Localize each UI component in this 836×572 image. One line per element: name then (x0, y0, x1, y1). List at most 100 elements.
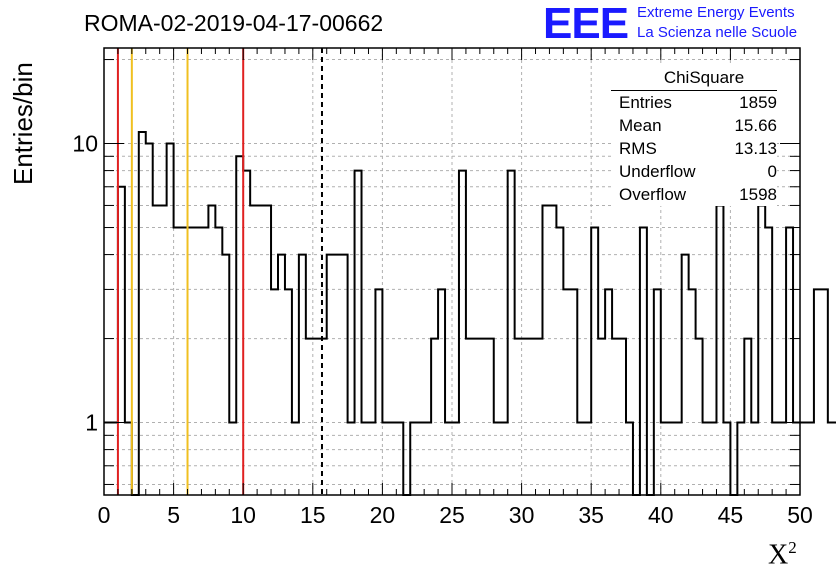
x-tick-label: 25 (439, 502, 465, 528)
histogram-bin (167, 144, 174, 495)
x-tick-label: 45 (718, 502, 744, 528)
histogram-bin (689, 289, 696, 495)
histogram-bin (598, 339, 605, 495)
x-tick-label: 0 (98, 502, 111, 528)
stats-row-overflow: Overflow 1598 (611, 183, 777, 206)
y-axis-label: Entries/bin (8, 62, 38, 185)
histogram-bin (758, 205, 765, 495)
logo-caption: Extreme Energy Events La Scienza nelle S… (637, 3, 797, 43)
stats-value: 13.13 (734, 139, 777, 158)
histogram-bin (250, 205, 257, 495)
histogram-bin (807, 423, 814, 495)
x-axis-label: X2 (768, 538, 797, 571)
histogram-bin (118, 187, 125, 495)
histogram-bin (278, 255, 285, 495)
histogram-bin (153, 205, 160, 495)
stats-label: Entries (619, 93, 672, 112)
histogram-bin (334, 255, 341, 495)
x-tick-label: 5 (167, 502, 180, 528)
histogram-bin (800, 423, 807, 495)
histogram-bin (341, 255, 348, 495)
stats-row-rms: RMS 13.13 (611, 137, 777, 160)
stats-row-mean: Mean 15.66 (611, 114, 777, 137)
y-axis-ticks: 1 10 (72, 59, 800, 485)
histogram-bin (765, 228, 772, 495)
histogram-bin (563, 289, 570, 495)
histogram-bin (605, 289, 612, 495)
x-tick-label: 15 (300, 502, 326, 528)
histogram-bin (744, 339, 751, 495)
stats-label: RMS (619, 139, 657, 158)
histogram-bin (828, 423, 835, 495)
stats-box: ChiSquare Entries 1859 Mean 15.66 RMS 13.13… (611, 66, 777, 206)
histogram-bin (640, 228, 647, 495)
histogram-line (104, 130, 836, 496)
x-tick-label: 50 (787, 502, 813, 528)
stats-row-entries: Entries 1859 (611, 91, 777, 114)
histogram-bin (619, 339, 626, 495)
x-tick-label: 40 (648, 502, 674, 528)
stats-label: Underflow (619, 162, 696, 181)
histogram-bin (570, 289, 577, 495)
histogram-bin (431, 339, 438, 495)
histogram-bin (222, 255, 229, 495)
x-tick-label: 10 (230, 502, 256, 528)
histogram-bin (257, 205, 264, 495)
histogram-bin (215, 228, 222, 495)
x-tick-label: 35 (578, 502, 604, 528)
histogram-bin (160, 205, 167, 495)
histogram-bin (536, 339, 543, 495)
histogram-bin (174, 228, 181, 495)
histogram-bin (549, 205, 556, 495)
histogram-bin (786, 228, 793, 495)
histogram-bin (327, 255, 334, 495)
reference-lines (116, 48, 323, 495)
logo-caption-line1: Extreme Energy Events (637, 4, 795, 21)
histogram-bin (487, 339, 494, 495)
histogram-bin (306, 339, 313, 495)
histogram-bin (271, 289, 278, 495)
histogram-bin (375, 289, 382, 495)
histogram-bin (201, 228, 208, 495)
histogram-bin (508, 171, 515, 495)
histogram-bin (264, 205, 271, 495)
histogram-bin (682, 255, 689, 495)
chart-title: ROMA-02-2019-04-17-00662 (84, 10, 384, 36)
eee-logo: EEE (543, 0, 629, 48)
histogram-bin (459, 171, 466, 495)
histogram-bin (529, 339, 536, 495)
histogram-bin (591, 228, 598, 495)
histogram-bin (181, 228, 188, 495)
x-axis-label-sup: 2 (788, 538, 797, 557)
histogram-bin (320, 339, 327, 495)
histogram-bin (473, 339, 480, 495)
stats-value: 1859 (739, 93, 777, 112)
histogram-bin (466, 339, 473, 495)
histogram-bin (515, 339, 522, 495)
histogram-bin (208, 205, 215, 495)
histogram-bin (146, 144, 153, 495)
histogram-bin (299, 255, 306, 495)
histogram-bin (313, 339, 320, 495)
y-tick-label: 1 (85, 410, 98, 436)
stats-label: Mean (619, 116, 662, 135)
stats-label: Overflow (619, 185, 687, 204)
x-tick-label: 30 (509, 502, 535, 528)
x-tick-label: 20 (370, 502, 396, 528)
logo-caption-line2: La Scienza nelle Scuole (637, 24, 798, 41)
histogram-bin (188, 228, 195, 495)
histogram-bin (522, 339, 529, 495)
histogram-bin (542, 205, 549, 495)
histogram-bin (556, 228, 563, 495)
stats-value: 15.66 (734, 116, 777, 135)
stats-value: 1598 (739, 185, 777, 204)
histogram-bin (355, 171, 362, 495)
stats-value: 0 (767, 162, 777, 181)
histogram-bin (194, 228, 201, 495)
histogram-bin (480, 339, 487, 495)
histogram-bin (696, 339, 703, 495)
histogram-bin (285, 289, 292, 495)
histogram-bin (612, 339, 619, 495)
stats-box-title: ChiSquare (611, 66, 777, 91)
